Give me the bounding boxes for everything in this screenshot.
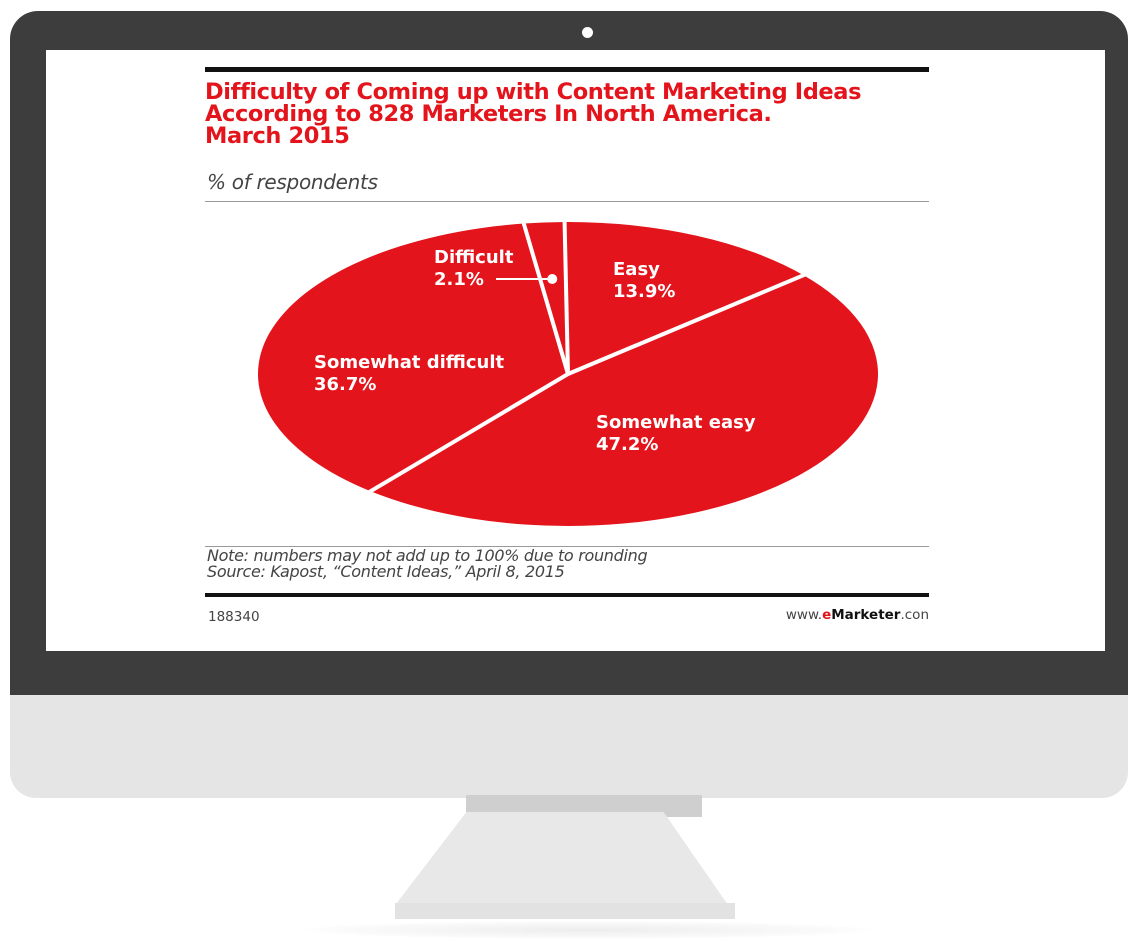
chart-subtitle: % of respondents (207, 170, 378, 194)
camera-icon (582, 27, 593, 38)
floor-shadow (300, 921, 874, 939)
pie-chart: Difficult 2.1% Easy 13.9% Somewhat easy 47.2%… (257, 220, 879, 527)
brand-prefix: www. (785, 607, 823, 623)
pie-slice-somewhat-easy (370, 275, 879, 527)
monitor-neck (466, 795, 702, 817)
slice-separator-3 (368, 372, 570, 494)
brand-e: e (822, 607, 832, 623)
difficult-leader-dot (547, 274, 558, 284)
subtitle-rule (205, 201, 929, 202)
slice-separator-2 (567, 272, 806, 376)
slice-label-easy: Easy 13.9% (613, 259, 675, 302)
pie-slice-easy (564, 222, 804, 374)
chart-note: Note: numbers may not add up to 100% due… (207, 546, 648, 581)
slice-separator-0 (521, 222, 570, 375)
brand-name: Marketer (831, 607, 901, 623)
chart-title: Difficulty of Coming up with Content Mar… (205, 79, 862, 149)
footer-rule (205, 593, 929, 597)
monitor-screen: Difficulty of Coming up with Content Mar… (46, 50, 1105, 651)
emarketer-url[interactable]: www.eMarketer.con (786, 607, 929, 623)
monitor-stand-base (395, 903, 735, 919)
slice-separator-1 (562, 220, 570, 375)
note-rule (205, 546, 929, 547)
pie-slice-somewhat-difficult (257, 223, 568, 492)
title-top-rule (205, 67, 929, 72)
slice-label-somewhat-difficult: Somewhat difficult 36.7% (314, 352, 505, 395)
monitor-chin (10, 695, 1128, 798)
slice-label-somewhat-easy: Somewhat easy 47.2% (596, 412, 756, 455)
chart-id: 188340 (208, 609, 260, 625)
brand-suffix: .con (900, 607, 929, 623)
slice-label-difficult: Difficult 2.1% (434, 247, 514, 290)
